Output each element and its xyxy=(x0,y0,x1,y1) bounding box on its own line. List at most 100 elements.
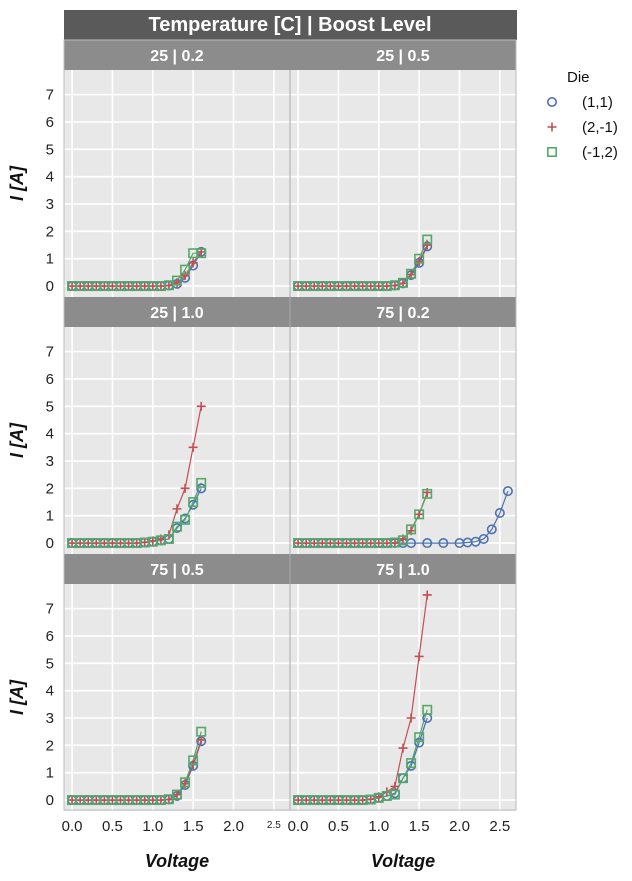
data-point-2-1 xyxy=(180,271,190,281)
data-point-2-1 xyxy=(414,651,424,661)
data-point-1-2 xyxy=(406,524,417,535)
data-point-2-1 xyxy=(172,504,182,514)
data-point-2-1 xyxy=(422,590,432,600)
data-point-2-1 xyxy=(148,795,158,805)
data-point-2-1 xyxy=(325,538,335,548)
grid-lines xyxy=(290,70,516,297)
data-point-2-1 xyxy=(317,281,327,291)
data-point-2-1 xyxy=(156,281,166,291)
data-point-2-1 xyxy=(156,795,166,805)
x-tick-label: 0.0 xyxy=(62,818,83,835)
y-tick-label: 7 xyxy=(46,344,54,361)
data-point-2-1 xyxy=(342,795,351,805)
data-point-2-1 xyxy=(301,795,311,805)
data-point-2-1 xyxy=(382,281,392,291)
facet-strip-label: 25 | 0.2 xyxy=(150,48,204,65)
data-point-2-1 xyxy=(301,538,311,548)
data-point-2-1 xyxy=(374,281,384,291)
data-point-1-2 xyxy=(188,755,199,766)
facet-strip-label: 75 | 0.5 xyxy=(150,562,204,579)
data-point-2-1 xyxy=(293,538,303,548)
data-point-2-1 xyxy=(107,795,117,805)
x-tick-label: 1.5 xyxy=(183,818,204,835)
data-point-2-1 xyxy=(398,743,408,753)
data-point-1-2 xyxy=(196,248,207,259)
data-point-2-1 xyxy=(116,281,125,291)
facet-frame xyxy=(63,39,517,811)
facet-panel-3: 25 | 1.0 0 1 2 3 4 5 6 7 xyxy=(46,297,290,554)
data-point-2-1 xyxy=(75,538,85,548)
data-point-2-1 xyxy=(140,795,150,805)
facet-strip xyxy=(64,40,290,70)
data-point-1-2 xyxy=(389,789,400,800)
data-point-1-2 xyxy=(422,488,433,499)
data-point-2-1 xyxy=(107,281,117,291)
data-point-2-1 xyxy=(350,795,360,805)
data-point-2-1 xyxy=(180,483,190,493)
plot-background xyxy=(290,327,516,554)
data-point-2-1 xyxy=(374,538,384,548)
data-point-2-1 xyxy=(99,538,109,548)
y-axis-label: I [A] xyxy=(7,165,27,201)
facet-strip xyxy=(290,554,516,584)
x-tick-label: 2.0 xyxy=(449,818,470,835)
y-tick-label: 5 xyxy=(46,141,54,158)
y-axis-labels: I [A] I [A] I [A] xyxy=(7,165,27,715)
y-tick-label: 1 xyxy=(46,251,54,268)
data-point-1-2 xyxy=(180,777,191,788)
data-point-1-2 xyxy=(414,253,425,264)
y-tick-label: 0 xyxy=(46,792,54,809)
series-group xyxy=(67,401,207,549)
legend: Die (1,1) (2,-1) (-1,2) xyxy=(546,69,618,161)
series-group xyxy=(293,590,433,806)
x-tick-label: 1.5 xyxy=(409,818,430,835)
data-point-2-1 xyxy=(358,538,368,548)
data-point-2-1 xyxy=(350,538,360,548)
y-tick-label: 2 xyxy=(46,737,54,754)
y-axis-label: I [A] xyxy=(7,679,27,715)
data-point-2-1 xyxy=(116,795,125,805)
data-point-2-1 xyxy=(132,795,142,805)
data-point-2-1 xyxy=(196,735,206,745)
data-point-1-2 xyxy=(180,264,191,275)
data-point-2-1 xyxy=(140,281,150,291)
data-point-2-1 xyxy=(67,795,77,805)
data-point-2-1 xyxy=(140,537,150,547)
data-point-2-1 xyxy=(75,795,85,805)
grid-lines xyxy=(290,584,516,811)
facet-strip-label: 25 | 1.0 xyxy=(150,305,204,322)
data-point-2-1 xyxy=(116,538,125,548)
facet-panel-5: 75 | 0.5 0 1 2 3 4 5 6 7 xyxy=(46,554,290,811)
facet-panel-2: 25 | 0.5 xyxy=(290,40,516,297)
data-point-1-2 xyxy=(422,704,433,715)
legend-label: (-1,2) xyxy=(582,144,618,161)
series-group xyxy=(293,234,433,292)
data-point-2-1 xyxy=(350,281,360,291)
data-point-2-1 xyxy=(91,281,101,291)
data-point-1-1 xyxy=(414,737,425,748)
y-tick-label: 6 xyxy=(46,628,54,645)
data-point-2-1 xyxy=(390,781,400,791)
plot-background xyxy=(64,584,290,811)
data-point-1-1 xyxy=(494,507,505,518)
data-point-1-2 xyxy=(397,535,408,546)
data-point-2-1 xyxy=(99,795,109,805)
data-point-2-1 xyxy=(366,281,376,291)
data-point-2-1 xyxy=(414,509,424,519)
data-point-2-1 xyxy=(293,281,303,291)
y-tick-label: 3 xyxy=(46,196,54,213)
data-point-1-2 xyxy=(172,521,183,532)
data-point-2-1 xyxy=(333,795,343,805)
legend-marker-1-1 xyxy=(546,97,557,108)
data-point-1-2 xyxy=(172,789,183,800)
data-point-1-1 xyxy=(422,538,433,549)
data-point-2-1 xyxy=(188,442,198,452)
facet-strip-label: 75 | 0.2 xyxy=(376,305,430,322)
data-point-1-1 xyxy=(438,538,449,549)
data-point-2-1 xyxy=(309,538,319,548)
x-tick-label: 2.0 xyxy=(223,818,244,835)
y-tick-label: 3 xyxy=(46,453,54,470)
data-point-2-1 xyxy=(333,281,343,291)
